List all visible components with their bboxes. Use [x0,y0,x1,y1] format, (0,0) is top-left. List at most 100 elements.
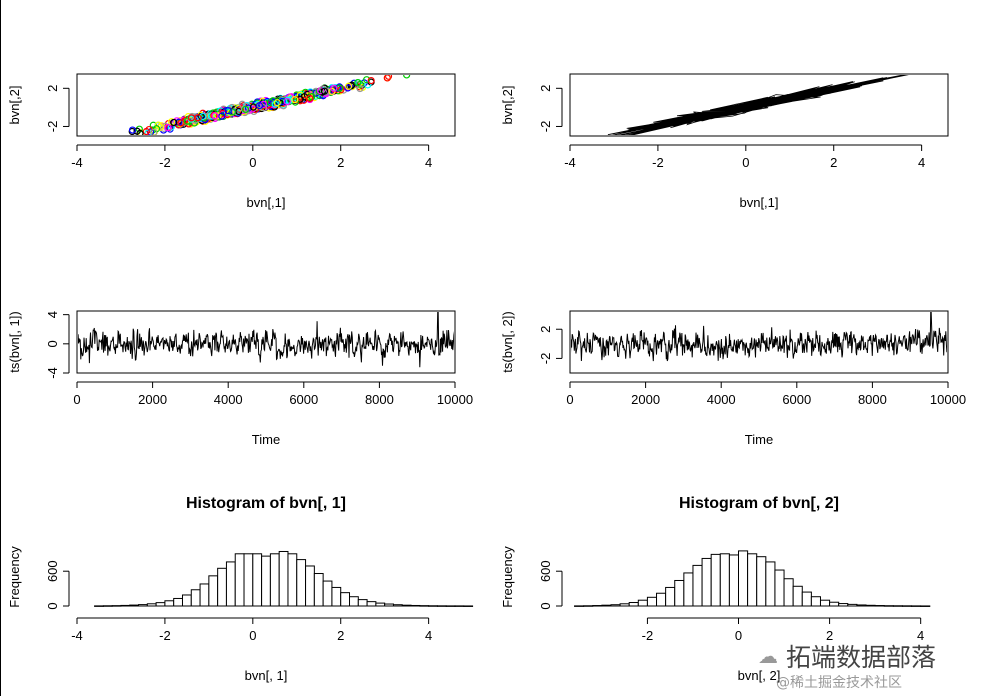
scatter-point [136,129,144,135]
histogram-bar [829,601,840,607]
scatter-point [154,121,162,129]
panel-6: -2 0 2 4 bvn[, 2] 0 600 Frequency Histogram of b… [500,495,931,683]
histogram-bar [747,553,758,607]
x-tick-label: 0 [249,628,256,643]
x-tick-label: 10000 [437,392,473,407]
histogram-bar [349,596,359,607]
scatter-point [238,100,246,108]
histogram-bar [261,555,271,607]
histogram-bar [269,553,280,607]
y-axis-title: bvn[,2] [500,85,515,124]
panel-5: -4 -2 0 2 4 bvn[, 1] 0 600 Frequency Histogram of… [7,495,474,683]
y-tick-label: 0 [45,602,60,609]
histogram-bar [619,603,630,607]
x-tick-label: 0 [566,392,573,407]
scatter-point [317,87,325,95]
y-tick-label: 2 [45,85,60,92]
watermark: ☁ 拓端数据部落 @稀土掘金技术社区 [756,638,978,694]
histogram-bar [710,553,721,607]
histogram-bar [392,604,403,607]
histogram-bar [665,586,676,607]
histogram-bar [278,550,289,607]
scatter-point [291,96,299,104]
y-tick-label: 2 [538,326,553,333]
panel-4: 0 2000 4000 6000 8000 10000 Time -2 2 ts(bvn[, 2]… [500,310,966,447]
x-tick-label: 4000 [707,392,736,407]
histogram-bar [234,553,245,607]
left-border-line [0,0,1,696]
histogram-bar [847,603,858,607]
y-tick-label: 600 [538,560,553,582]
histogram-bar [574,605,585,607]
series-line [78,312,454,368]
histogram-bar [865,604,876,607]
scatter-point [403,75,411,79]
histogram-bar [920,605,931,607]
histogram-bar [428,605,438,607]
panel-3: 0 2000 4000 6000 8000 10000 Time -4 0 4 ts(bvn[, 1… [7,310,473,447]
histogram-bar [419,605,430,607]
x-tick-label: 8000 [858,392,887,407]
histogram-bar [375,602,386,607]
scatter-point [177,119,185,127]
scatter-point [300,96,308,104]
histogram-bar [583,605,594,607]
series-line [571,312,947,362]
scatter-point [320,87,329,95]
scatter-point [259,100,268,109]
histogram-bar [656,592,667,607]
scatter-point [364,81,372,89]
histogram-bar [331,586,342,607]
histogram-bar [357,599,368,607]
y-axis-title: bvn[,2] [7,85,22,124]
histogram-bar [719,553,730,607]
chart-title: Histogram of bvn[, 1] [186,495,346,512]
x-tick-label: 0 [735,628,742,643]
scatter-point [224,107,232,115]
histogram-bar [674,579,685,607]
histogram-bar [252,553,263,607]
scatter-point [308,93,316,101]
plot-frame [76,310,456,374]
histogram-bar [819,599,831,607]
histogram-bar [601,604,612,607]
x-axis-title: bvn[, 2] [738,668,781,683]
plot-frame [569,73,949,137]
histogram-bar [296,559,307,607]
histogram-bar [181,594,192,607]
histogram-bar [155,602,166,607]
series-line [607,75,909,135]
y-tick-label: -2 [538,353,553,365]
x-tick-label: 0 [742,155,749,170]
x-tick-label: -4 [71,628,83,643]
x-tick-label: -4 [71,155,83,170]
histogram-bar [111,605,122,607]
histogram-bar [445,605,456,607]
histogram-bar [901,605,913,607]
histogram-bar [911,605,922,607]
histogram-bar [94,605,104,607]
histogram-bar [738,550,749,607]
scatter-point [441,64,447,70]
scatter-points [128,64,447,135]
x-tick-label: 2000 [631,392,660,407]
plot-frame [569,310,949,374]
x-tick-label: -2 [159,628,171,643]
histogram-bar [810,596,821,607]
x-tick-label: 10000 [930,392,966,407]
histogram-bar [340,592,351,607]
histogram-bar [792,585,803,607]
x-tick-label: 2 [830,155,837,170]
histogram-bar [173,597,183,607]
scatter-point [142,127,150,135]
histogram-bar [225,561,236,607]
x-tick-label: 6000 [289,392,318,407]
y-tick-label: 0 [45,340,60,347]
histogram-bar [637,599,648,607]
x-tick-label: 2 [337,155,344,170]
histogram-bar [892,605,903,607]
histogram-bar [436,605,447,607]
scatter-point [156,123,165,131]
histogram-bar [313,573,324,607]
scatter-point [383,75,391,82]
